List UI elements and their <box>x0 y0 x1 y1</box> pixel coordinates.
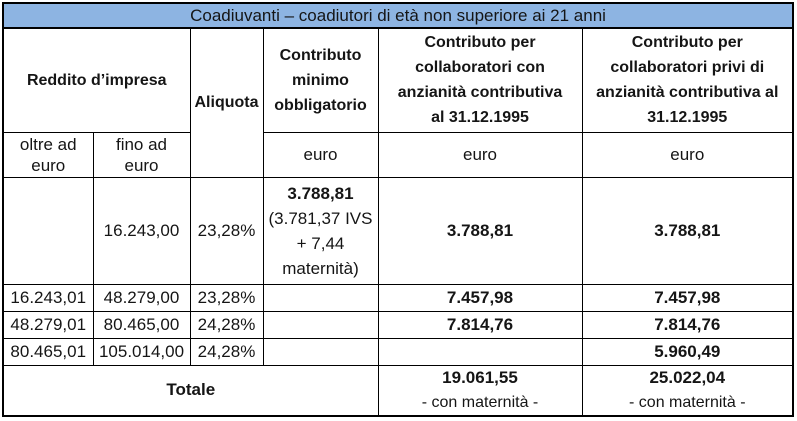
cell-fino: 105.014,00 <box>92 337 191 366</box>
cell-contributo-minimo <box>262 337 379 366</box>
minimo-amount: 3.788,81 <box>287 183 354 203</box>
cell-aliquota: 24,28% <box>189 310 264 339</box>
cell-con-anzianita <box>377 337 583 366</box>
cell-privi-anzianita: 3.788,81 <box>581 176 794 285</box>
header-row-1: Reddito d’impresa Aliquota Contributo mi… <box>2 27 794 178</box>
subheader-euro-minimo: euro <box>262 131 379 178</box>
cell-privi-anzianita: 7.457,98 <box>581 283 794 312</box>
cell-oltre <box>2 176 94 285</box>
col-header-reddito-impresa: Reddito d’impresa <box>2 27 191 133</box>
col-header-con-anzianita: Contributo per collaboratori con anziani… <box>377 27 583 133</box>
totale-con-value: 19.061,55 <box>442 367 518 387</box>
totale-con-note: - con maternità - <box>421 393 539 411</box>
cell-fino: 80.465,00 <box>92 310 191 339</box>
cell-con-anzianita: 7.457,98 <box>377 283 583 312</box>
minimo-breakdown: (3.781,37 IVS + 7,44 maternità) <box>268 208 373 278</box>
table-title-row: Coadiuvanti – coadiutori di età non supe… <box>2 2 794 29</box>
col-header-privi-anzianita: Contributo per collaboratori privi di an… <box>581 27 794 133</box>
totale-row: Totale 19.061,55 - con maternità - 25.02… <box>2 364 794 416</box>
cell-aliquota: 23,28% <box>189 176 264 285</box>
totale-privi-anzianita: 25.022,04 - con maternità - <box>581 364 794 416</box>
totale-privi-value: 25.022,04 <box>649 367 726 387</box>
cell-privi-anzianita: 7.814,76 <box>581 310 794 339</box>
table-row: 16.243,00 23,28% 3.788,81 (3.781,37 IVS … <box>2 176 794 285</box>
cell-privi-anzianita: 5.960,49 <box>581 337 794 366</box>
cell-con-anzianita: 3.788,81 <box>377 176 583 285</box>
table-title: Coadiuvanti – coadiutori di età non supe… <box>2 2 794 29</box>
subheader-euro-con: euro <box>377 131 583 178</box>
cell-contributo-minimo <box>262 310 379 339</box>
subheader-euro-privi: euro <box>581 131 794 178</box>
cell-oltre: 16.243,01 <box>2 283 94 312</box>
cell-con-anzianita: 7.814,76 <box>377 310 583 339</box>
cell-fino: 48.279,00 <box>92 283 191 312</box>
col-header-contributo-minimo: Contributo minimo obbligatorio <box>262 27 379 133</box>
table-row: 48.279,01 80.465,00 24,28% 7.814,76 7.81… <box>2 310 794 339</box>
subheader-fino-ad-euro: fino ad euro <box>92 131 191 178</box>
totale-label: Totale <box>2 364 379 416</box>
cell-fino: 16.243,00 <box>92 176 191 285</box>
cell-contributo-minimo: 3.788,81 (3.781,37 IVS + 7,44 maternità) <box>262 176 379 285</box>
cell-aliquota: 23,28% <box>189 283 264 312</box>
subheader-oltre-ad-euro: oltre ad euro <box>2 131 94 178</box>
totale-privi-note: - con maternità - <box>629 393 746 411</box>
table-row: 80.465,01 105.014,00 24,28% 5.960,49 <box>2 337 794 366</box>
cell-contributo-minimo <box>262 283 379 312</box>
cell-aliquota: 24,28% <box>189 337 264 366</box>
header-row-2: oltre ad euro fino ad euro euro euro eur… <box>2 131 794 178</box>
col-header-aliquota: Aliquota <box>189 27 264 178</box>
cell-oltre: 80.465,01 <box>2 337 94 366</box>
table-row: 16.243,01 48.279,00 23,28% 7.457,98 7.45… <box>2 283 794 312</box>
totale-con-anzianita: 19.061,55 - con maternità - <box>377 364 583 416</box>
cell-oltre: 48.279,01 <box>2 310 94 339</box>
